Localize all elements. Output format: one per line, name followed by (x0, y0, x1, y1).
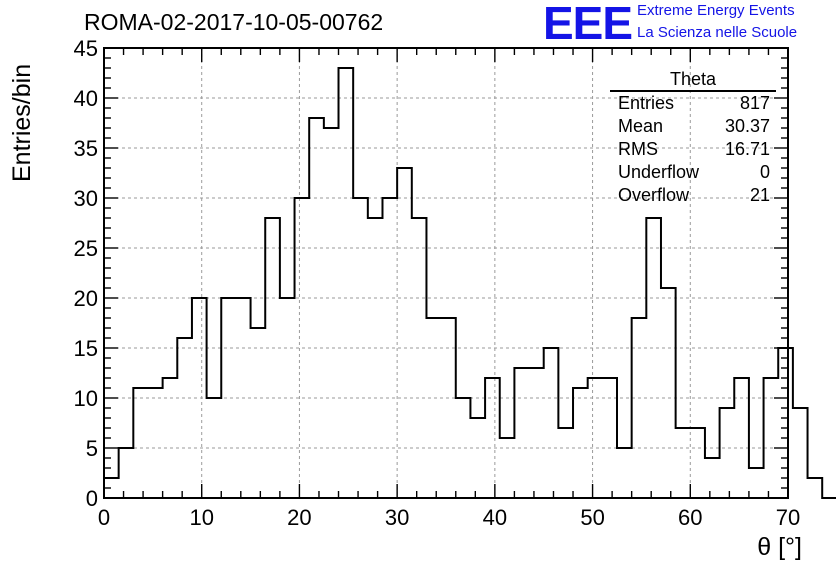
stats-label: Mean (618, 116, 664, 136)
y-tick-label: 20 (74, 286, 98, 311)
stats-title: Theta (610, 68, 776, 92)
plot-frame (103, 47, 789, 499)
stats-value: 21 (749, 185, 770, 205)
x-tick-label: 0 (98, 505, 110, 530)
stats-value: 30.37 (724, 116, 770, 136)
stats-row-rms: RMS 16.71 (610, 138, 776, 161)
x-tick-label: 20 (287, 505, 311, 530)
stats-row-mean: Mean 30.37 (610, 115, 776, 138)
x-tick-label: 70 (776, 505, 800, 530)
x-axis-label: θ [°] (757, 533, 802, 561)
y-tick-label: 25 (74, 236, 98, 261)
stats-row-underflow: Underflow 0 (610, 161, 776, 184)
y-tick-label: 40 (74, 86, 98, 111)
x-tick-label: 10 (189, 505, 213, 530)
stats-label: Entries (618, 93, 675, 113)
y-tick-label: 45 (74, 36, 98, 61)
stats-row-overflow: Overflow 21 (610, 184, 776, 207)
logo-subtitle-1: Extreme Energy Events (637, 2, 795, 19)
y-tick-label: 30 (74, 186, 98, 211)
stats-row-entries: Entries 817 (610, 92, 776, 115)
stats-label: Overflow (618, 185, 690, 205)
x-tick-label: 40 (483, 505, 507, 530)
histogram-series (103, 67, 836, 499)
x-tick-label: 60 (678, 505, 702, 530)
y-tick-label: 5 (86, 436, 98, 461)
stats-value: 16.71 (724, 139, 770, 159)
stats-label: RMS (618, 139, 658, 159)
stats-label: Underflow (618, 162, 700, 182)
stats-box: Theta Entries 817 Mean 30.37 RMS 16.71 U… (610, 68, 776, 207)
histogram-title: ROMA-02-2017-10-05-00762 (84, 9, 384, 35)
y-tick-label: 10 (74, 386, 98, 411)
stats-value: 817 (739, 93, 770, 113)
y-tick-label: 15 (74, 336, 98, 361)
x-tick-label: 30 (385, 505, 409, 530)
x-tick-label: 50 (580, 505, 604, 530)
stats-value: 0 (759, 162, 770, 182)
y-tick-label: 35 (74, 136, 98, 161)
eee-logo: EEE (543, 0, 633, 49)
logo-subtitle-2: La Scienza nelle Scuole (637, 24, 798, 41)
y-tick-label: 0 (86, 486, 98, 511)
